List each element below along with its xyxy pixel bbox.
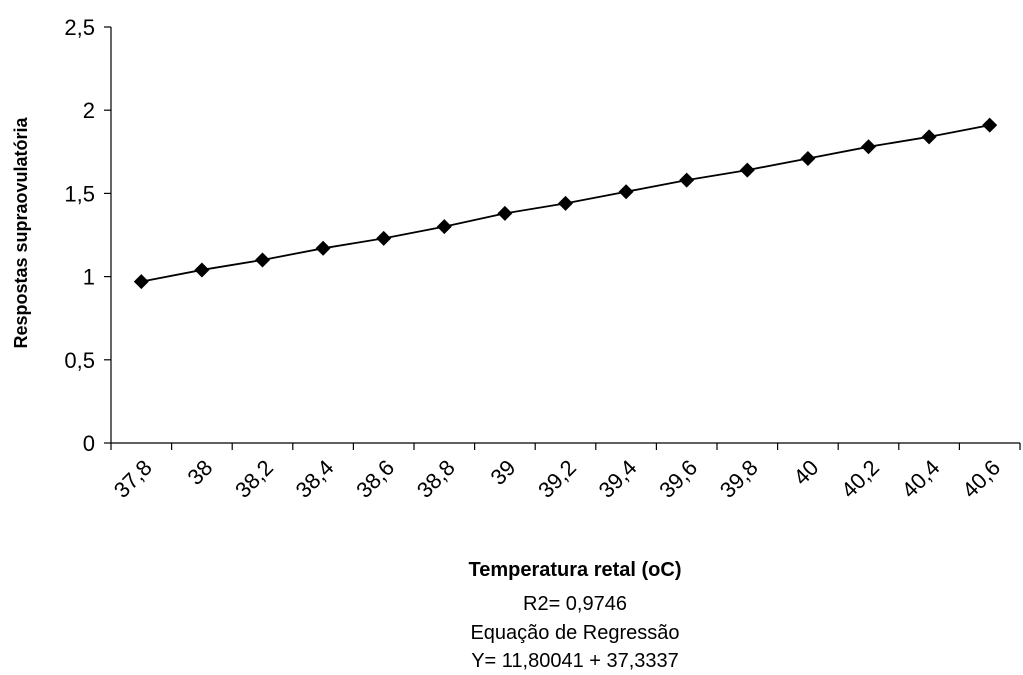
x-tick-label: 40,6 [957,455,1005,503]
x-tick-label: 39 [485,455,520,490]
x-tick-label: 38,6 [351,455,399,503]
x-axis-label: Temperatura retal (oC) [468,559,682,581]
y-tick-label: 2 [83,98,95,123]
data-point-marker [194,262,210,278]
x-tick-label: 38,2 [230,455,278,503]
y-axis-label: Respostas supraovulatória [11,116,31,348]
regression-equation-annotation: Y= 11,80041 + 37,3337 [471,650,679,672]
x-tick-label: 38,8 [412,455,460,503]
y-axis: 0 0,5 1 1,5 2 2,5 [64,15,112,456]
y-tick-label: 1 [83,265,95,290]
x-axis: 37,8 38 38,2 38,4 38,6 38,8 39 39,2 39,4 39,6 39,8… [109,442,1021,503]
data-point-marker [376,230,392,246]
data-point-marker [982,117,998,133]
data-point-marker [436,219,452,235]
x-tick-label: 39,8 [715,455,763,503]
plot-area [133,117,998,290]
data-point-marker [618,184,634,200]
y-tick-label: 0,5 [64,348,95,373]
data-point-marker [921,129,937,145]
data-point-marker [800,150,816,166]
y-tick-label: 1,5 [64,181,95,206]
data-point-marker [679,172,695,188]
data-point-marker [497,205,513,221]
x-tick-label: 40,4 [897,455,945,503]
data-point-marker [133,274,149,290]
data-point-marker [861,139,876,155]
x-tick-label: 39,6 [654,455,702,503]
data-point-marker [255,252,270,268]
x-tick-label: 39,2 [533,455,581,503]
x-tick-label: 38,4 [291,455,339,503]
regression-title-annotation: Equação de Regressão [470,622,680,644]
y-tick-label: 2,5 [64,15,95,40]
x-tick-label: 39,4 [594,455,642,503]
data-point-marker [315,240,331,256]
x-tick-label: 40 [788,455,823,490]
x-tick-label: 38 [182,455,217,490]
data-point-marker [739,162,755,178]
chart: Respostas supraovulatória 0 0,5 1 1,5 2 2,5 3… [11,15,1021,503]
x-tick-label: 37,8 [109,455,157,503]
data-point-marker [558,195,573,211]
r2-annotation: R2= 0,9746 [523,593,627,615]
x-tick-label: 40,2 [836,455,884,503]
y-tick-label: 0 [83,431,95,456]
